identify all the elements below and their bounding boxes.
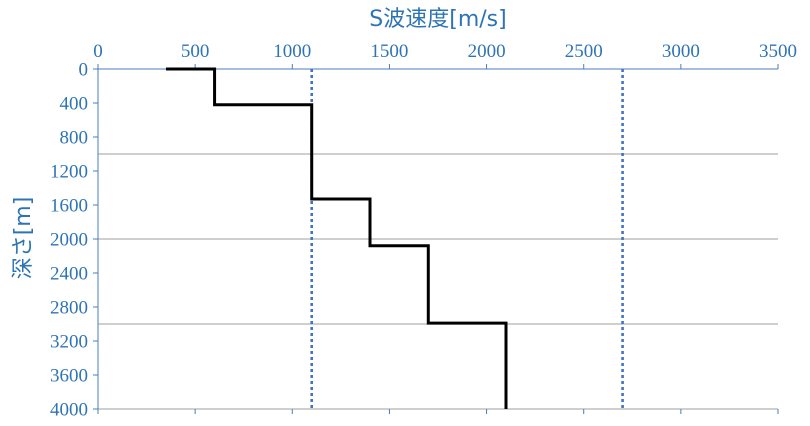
x-tick-label-2: 1000 xyxy=(273,41,311,62)
x-tick-label-7: 3500 xyxy=(759,41,797,62)
grid-layer xyxy=(98,153,778,410)
x-axis-title: S波速度[m/s] xyxy=(369,7,506,32)
y-tick-label-0: 0 xyxy=(79,60,89,81)
y-tick-label-7: 2800 xyxy=(50,298,88,319)
vs-profile-line xyxy=(166,67,508,409)
x-tick-label-3: 1500 xyxy=(370,41,408,62)
x-tick-label-1: 500 xyxy=(181,41,210,62)
y-tick-label-1: 400 xyxy=(60,94,89,115)
x-tick-label-5: 2500 xyxy=(565,41,603,62)
y-tick-label-8: 3200 xyxy=(50,332,88,353)
x-tick-label-4: 2000 xyxy=(468,41,506,62)
y-axis-title: 深さ[m] xyxy=(11,197,36,280)
y-tick-label-5: 2000 xyxy=(50,230,88,251)
series-layer xyxy=(166,67,624,409)
tick-labels: 0 500 1000 1500 2000 2500 3000 3500 0 400 800 1200 1… xyxy=(50,41,797,421)
y-tick-label-9: 3600 xyxy=(50,366,88,387)
x-tick-label-6: 3000 xyxy=(662,41,700,62)
y-tick-label-2: 800 xyxy=(60,128,89,149)
y-tick-label-6: 2400 xyxy=(50,264,88,285)
y-tick-label-4: 1600 xyxy=(50,196,88,217)
y-tick-label-3: 1200 xyxy=(50,162,88,183)
x-tick-label-0: 0 xyxy=(93,41,103,62)
y-tick-label-10: 4000 xyxy=(50,400,88,421)
